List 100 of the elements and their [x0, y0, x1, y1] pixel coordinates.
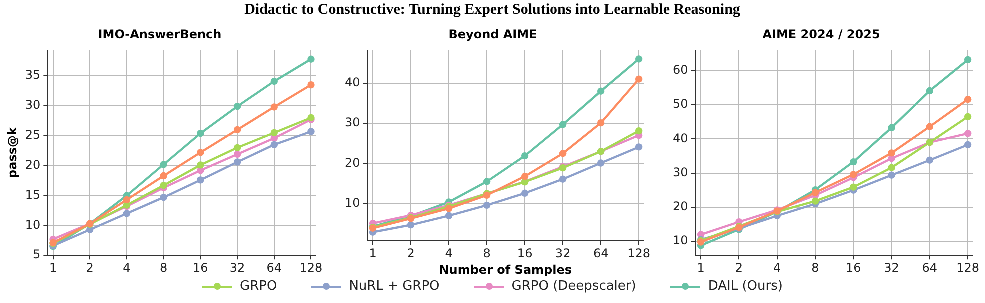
x-tick-label: 8	[483, 246, 491, 261]
point	[197, 149, 204, 156]
point	[559, 176, 567, 183]
x-tick-label: 16	[517, 246, 533, 261]
x-tick-label: 4	[123, 260, 131, 275]
y-tick-label: 10	[344, 196, 360, 210]
point	[964, 113, 972, 121]
point	[559, 150, 567, 158]
y-tick-label: 15	[25, 188, 41, 202]
point	[270, 78, 278, 86]
y-tick-label: 40	[344, 75, 360, 90]
point	[964, 96, 972, 104]
y-tick-label: 30	[25, 98, 41, 112]
point	[926, 123, 934, 130]
x-tick-label: 2	[407, 246, 415, 261]
y-tick-label: 50	[672, 97, 688, 112]
point	[483, 178, 491, 186]
point	[270, 104, 278, 111]
x-tick-label: 1	[697, 260, 705, 275]
y-tick-label: 40	[672, 131, 688, 146]
x-tick-label: 128	[628, 246, 651, 261]
point	[635, 128, 643, 135]
point	[234, 158, 242, 166]
point	[308, 128, 315, 136]
point	[888, 164, 896, 172]
point	[123, 210, 131, 218]
x-tick-label: 16	[193, 260, 208, 275]
point	[308, 82, 315, 89]
point	[964, 130, 972, 138]
point	[160, 182, 168, 190]
point	[964, 141, 972, 149]
x-tick-label: 128	[300, 260, 323, 275]
point	[559, 121, 567, 128]
point	[234, 144, 242, 152]
legend-label: GRPO	[240, 279, 278, 294]
point	[888, 124, 896, 132]
point	[234, 150, 242, 158]
point	[521, 172, 529, 180]
point	[521, 152, 529, 160]
point	[597, 120, 605, 127]
point	[635, 76, 643, 83]
point	[308, 56, 315, 63]
point	[812, 198, 820, 205]
point	[635, 144, 643, 151]
chart-title: Beyond AIME	[448, 27, 538, 42]
point	[597, 88, 605, 95]
point	[197, 162, 204, 169]
y-tick-label: 20	[344, 156, 360, 170]
x-tick-label: 4	[445, 246, 453, 261]
legend-label: GRPO (Deepscaler)	[512, 279, 636, 294]
point	[407, 222, 415, 229]
point	[812, 189, 820, 196]
point	[270, 141, 278, 149]
x-tick-label: 8	[812, 260, 820, 275]
point	[160, 161, 168, 168]
chart-title: IMO-AnswerBench	[98, 27, 222, 42]
point	[160, 194, 168, 202]
y-tick-label: 20	[25, 158, 41, 172]
x-tick-label: 64	[266, 260, 282, 275]
x-tick-label: 4	[774, 260, 782, 275]
y-tick-label: 10	[25, 218, 41, 232]
point	[521, 190, 529, 197]
point	[483, 202, 491, 210]
x-tick-label: 2	[86, 260, 94, 275]
point	[635, 56, 643, 63]
point	[888, 150, 896, 157]
point	[234, 103, 242, 110]
x-tick-label: 64	[922, 260, 938, 275]
x-tick-label: 32	[230, 260, 246, 275]
point	[964, 56, 972, 64]
point	[850, 184, 858, 191]
y-tick-label: 35	[25, 68, 41, 82]
point	[445, 212, 453, 220]
x-tick-label: 32	[884, 260, 900, 275]
point	[926, 156, 934, 164]
chart-title: AIME 2024 / 2025	[762, 27, 880, 42]
x-tick-label: 32	[555, 246, 571, 261]
x-tick-label: 1	[369, 246, 377, 261]
point	[926, 87, 934, 95]
point	[160, 172, 168, 180]
x-tick-label: 128	[956, 260, 980, 275]
x-tick-label: 8	[160, 260, 168, 275]
y-tick-label: 5	[33, 248, 41, 262]
text: Didactic to Constructive: Turning Expert Solutions into Learnable Reasoning	[244, 2, 742, 19]
point	[888, 172, 896, 179]
point	[123, 196, 131, 204]
point	[850, 158, 858, 166]
y-tick-label: 20	[672, 200, 688, 214]
x-tick-label: 1	[49, 260, 58, 275]
point	[850, 171, 858, 178]
x-axis-title: Number of Samples	[439, 262, 572, 277]
x-tick-label: 2	[735, 260, 744, 275]
y-tick-label: 10	[672, 234, 688, 248]
y-tick-label: 60	[672, 63, 688, 78]
point	[234, 126, 242, 134]
point	[597, 160, 605, 167]
y-tick-label: 30	[344, 116, 360, 130]
legend-label: NuRL + GRPO	[349, 279, 440, 294]
point	[197, 130, 204, 138]
legend-label: DAIL (Ours)	[708, 279, 783, 294]
